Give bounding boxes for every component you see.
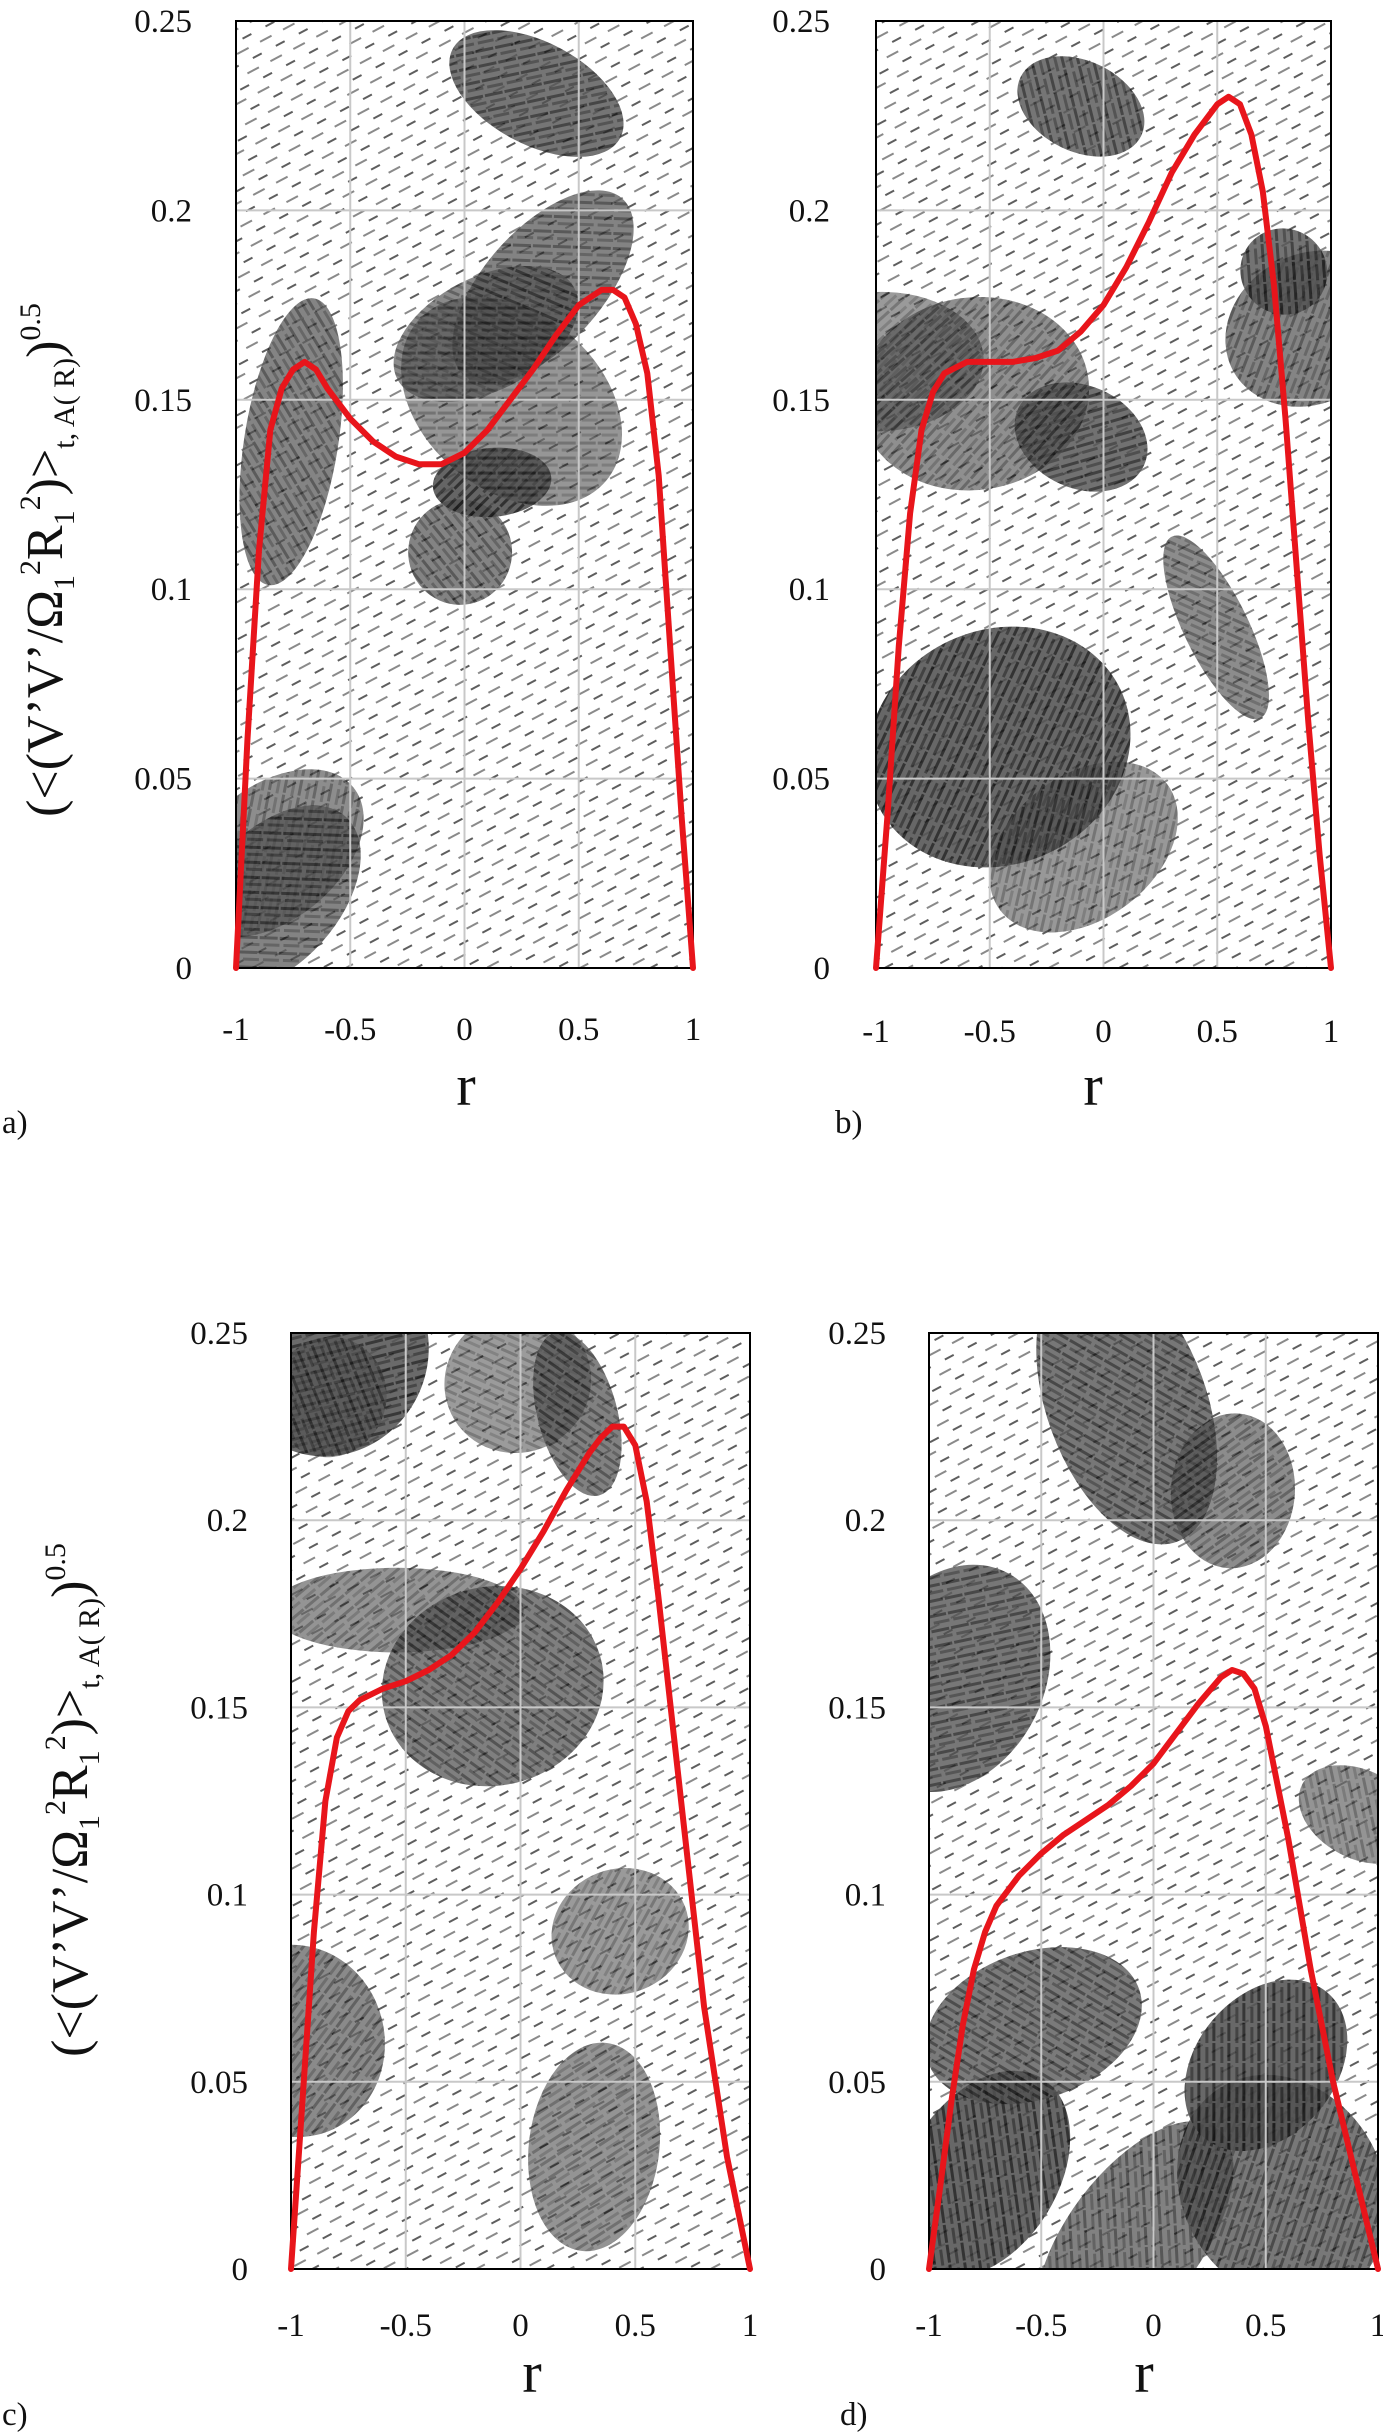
vector-field-dense-region <box>1240 228 1328 315</box>
x-tick-label: -1 <box>222 1012 250 1048</box>
x-tick-label: -1 <box>277 2308 305 2344</box>
vector-field-dense-region <box>551 1868 689 1995</box>
y-tick-label: 0.15 <box>134 383 192 419</box>
vector-field-dense-region <box>533 1333 622 1496</box>
x-tick-label: -0.5 <box>1015 2308 1067 2344</box>
vector-field-dense-region <box>929 2070 1071 2269</box>
vector-field-dense-region <box>1170 1413 1296 1569</box>
y-axis-label-top: (<(V’V’/Ω12R12)>t, A( R))0.5 <box>14 303 81 817</box>
panel-c: 0 0.05 0.1 0.15 0.2 0.25 -1 -0.5 0 0.5 1 r c) <box>2 1316 759 2433</box>
plot-frame <box>875 20 1332 969</box>
x-tick-label: 0 <box>1095 1014 1112 1050</box>
plot-frame <box>290 1332 751 2270</box>
panel-a: 0 0.05 0.1 0.15 0.2 0.25 -1 -0.5 0 0.5 1 r a) <box>2 4 701 1141</box>
panel-label: a) <box>2 1105 28 1141</box>
y-tick-label: 0.1 <box>151 572 192 608</box>
y-tick-label: 0.2 <box>789 193 830 229</box>
vector-field-dense-region <box>929 1947 1142 2105</box>
panel-label: d) <box>840 2397 868 2433</box>
x-tick-label: 0.5 <box>1245 2308 1286 2344</box>
y-tick-label: 0.2 <box>207 1503 248 1539</box>
vector-field-background <box>291 1333 750 2269</box>
x-tick-label: -0.5 <box>324 1012 376 1048</box>
x-axis-label: r <box>1083 1053 1102 1118</box>
y-tick-label: 0.1 <box>789 572 830 608</box>
vector-field-dense-region <box>236 805 361 968</box>
x-tick-label: 0 <box>512 2308 529 2344</box>
y-axis-label-bottom: (<(V’V’/Ω12R12)>t, A( R))0.5 <box>39 1543 106 2057</box>
x-tick-label: 1 <box>1323 1014 1340 1050</box>
panel-d: 0 0.05 0.1 0.15 0.2 0.25 -1 -0.5 0 0.5 1 r d) <box>828 1316 1383 2433</box>
vector-field-dense-region <box>1163 535 1270 720</box>
x-tick-label: 0.5 <box>615 2308 656 2344</box>
vector-field-dense-region <box>1017 56 1145 157</box>
y-tick-label: 0.25 <box>134 4 192 40</box>
series-line <box>926 1667 1381 2272</box>
y-tick-label: 0.25 <box>190 1316 248 1352</box>
y-tick-label: 0 <box>870 2252 887 2288</box>
x-tick-label: 1 <box>1370 2308 1383 2344</box>
vector-field-dense-region <box>1298 1765 1378 1864</box>
x-tick-label: 0.5 <box>1197 1014 1238 1050</box>
vector-field-dense-region <box>449 30 624 157</box>
y-tick-label: 0.25 <box>828 1316 886 1352</box>
grid <box>876 21 1331 968</box>
x-tick-label: 0 <box>1145 2308 1162 2344</box>
y-tick-label: 0.05 <box>828 2065 886 2101</box>
x-tick-label: -1 <box>862 1014 890 1050</box>
plot-frame <box>928 1332 1379 2270</box>
y-tick-label: 0 <box>176 951 193 987</box>
x-tick-label: -0.5 <box>380 2308 432 2344</box>
grid <box>236 21 693 968</box>
vector-field-background <box>236 21 693 968</box>
y-tick-label: 0.15 <box>190 1690 248 1726</box>
x-axis-label: r <box>1134 2340 1153 2405</box>
y-tick-label: 0.15 <box>828 1690 886 1726</box>
x-tick-label: 0.5 <box>558 1012 599 1048</box>
x-tick-label: 1 <box>685 1012 702 1048</box>
panel-label: b) <box>835 1105 863 1141</box>
series-line <box>288 1423 753 2272</box>
panel-label: c) <box>2 2397 28 2433</box>
y-tick-label: 0.05 <box>190 2065 248 2101</box>
y-tick-label: 0.2 <box>151 193 192 229</box>
vector-field-dense-region <box>989 761 1178 933</box>
y-tick-label: 0.2 <box>845 1503 886 1539</box>
series-line <box>233 286 696 971</box>
x-tick-label: 1 <box>742 2308 759 2344</box>
vector-field-dense-region <box>381 1585 604 1787</box>
x-tick-label: -1 <box>915 2308 943 2344</box>
grid <box>291 1333 750 2269</box>
series-line <box>873 93 1334 971</box>
y-tick-label: 0.1 <box>845 1878 886 1914</box>
vector-field-dense-region <box>408 499 513 605</box>
panel-b: 0 0.05 0.1 0.15 0.2 0.25 -1 -0.5 0 0.5 1 r b) <box>772 4 1340 1141</box>
plot-frame <box>235 20 694 969</box>
y-tick-label: 0 <box>232 2252 249 2288</box>
x-axis-label: r <box>522 2340 541 2405</box>
vector-field-dense-region <box>291 1336 387 1458</box>
vector-field-dense-region <box>929 1564 1051 1793</box>
y-tick-label: 0.25 <box>772 4 830 40</box>
y-tick-label: 0.05 <box>772 762 830 798</box>
y-tick-label: 0 <box>814 951 831 987</box>
y-tick-label: 0.1 <box>207 1878 248 1914</box>
x-axis-label: r <box>456 1053 475 1118</box>
y-tick-label: 0.15 <box>772 383 830 419</box>
x-tick-label: -0.5 <box>964 1014 1016 1050</box>
y-tick-label: 0.05 <box>134 762 192 798</box>
vector-field-dense-region <box>528 2042 661 2252</box>
x-tick-label: 0 <box>456 1012 473 1048</box>
vector-field-dense-region <box>291 1944 385 2138</box>
